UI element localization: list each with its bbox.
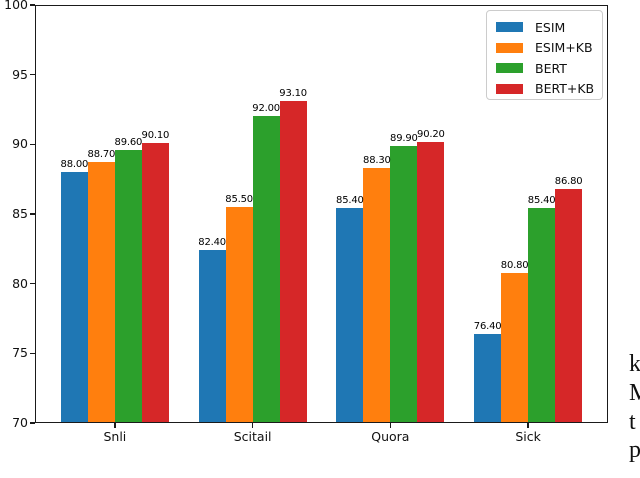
bar-BERT+KB-Sick bbox=[555, 188, 583, 423]
bar-value-label: 80.80 bbox=[500, 259, 529, 271]
bar-ESIM+KB-Sick bbox=[501, 272, 529, 423]
bar-ESIM-Quora bbox=[336, 208, 364, 423]
x-tick-label: Scitail bbox=[233, 429, 272, 444]
legend-swatch bbox=[496, 63, 523, 74]
bar-ESIM-Scitail bbox=[198, 250, 226, 423]
y-tick-label: 85 bbox=[12, 206, 28, 221]
bar-value-label: 88.30 bbox=[363, 155, 391, 167]
bar-ESIM+KB-Quora bbox=[363, 168, 391, 423]
bar-value-label: 89.90 bbox=[390, 132, 418, 144]
y-tick-mark bbox=[30, 213, 35, 215]
x-tick-label: Snli bbox=[103, 429, 127, 444]
bar-BERT-Scitail bbox=[252, 116, 280, 423]
y-tick-mark bbox=[30, 282, 35, 285]
legend-swatch bbox=[496, 42, 523, 53]
bar-BERT-Snli bbox=[114, 149, 142, 423]
bar-value-label: 89.60 bbox=[114, 136, 143, 148]
bar-value-label: 90.10 bbox=[141, 129, 170, 141]
y-tick-mark bbox=[30, 4, 35, 6]
x-tick-mark bbox=[114, 423, 116, 428]
bar-BERT+KB-Snli bbox=[141, 142, 169, 423]
bar-value-label: 86.80 bbox=[554, 175, 583, 187]
bar-BERT-Quora bbox=[390, 145, 418, 423]
y-tick-label: 70 bbox=[12, 415, 28, 430]
legend-swatch bbox=[496, 22, 523, 33]
cropped-text-line: k bbox=[629, 351, 640, 377]
x-tick-label: Sick bbox=[515, 429, 541, 444]
bar-ESIM+KB-Snli bbox=[87, 162, 115, 423]
legend-item-label: ESIM bbox=[535, 19, 566, 35]
x-tick-mark bbox=[251, 423, 254, 428]
y-tick-mark bbox=[30, 352, 35, 355]
cropped-text-line: p bbox=[629, 437, 640, 464]
bar-value-label: 85.50 bbox=[225, 194, 253, 206]
legend-item-label: BERT+KB bbox=[535, 81, 595, 97]
legend-item-label: ESIM+KB bbox=[535, 40, 593, 56]
bar-value-label: 85.40 bbox=[336, 195, 364, 207]
x-tick-mark bbox=[389, 423, 392, 428]
legend-swatch bbox=[496, 83, 523, 94]
y-tick-label: 95 bbox=[12, 66, 28, 82]
bar-BERT+KB-Quora bbox=[417, 141, 445, 423]
x-tick-label: Quora bbox=[371, 429, 410, 444]
bar-value-label: 82.40 bbox=[198, 237, 226, 249]
legend-item-label: BERT bbox=[535, 60, 567, 76]
bar-ESIM+KB-Scitail bbox=[225, 207, 253, 423]
bar-value-label: 88.70 bbox=[87, 149, 116, 161]
legend-item-BERT+KB: BERT+KB bbox=[496, 79, 602, 100]
legend-item-ESIM: ESIM bbox=[496, 17, 602, 38]
y-tick-label: 100 bbox=[4, 0, 28, 12]
bar-value-label: 90.20 bbox=[417, 128, 445, 140]
bar-ESIM-Snli bbox=[60, 172, 88, 423]
legend: ESIM ESIM+KB BERT BERT+KB bbox=[486, 10, 603, 100]
cropped-text-line: t bbox=[629, 408, 636, 435]
cropped-text-line: M bbox=[629, 379, 640, 406]
bar-ESIM-Sick bbox=[474, 333, 502, 423]
bar-value-label: 92.00 bbox=[252, 103, 280, 115]
y-tick-label: 80 bbox=[12, 275, 28, 291]
legend-item-BERT: BERT bbox=[496, 58, 602, 79]
bar-value-label: 93.10 bbox=[279, 88, 307, 100]
legend-item-ESIM+KB: ESIM+KB bbox=[496, 38, 602, 59]
y-tick-label: 75 bbox=[12, 345, 28, 361]
x-tick-mark bbox=[527, 423, 529, 428]
bar-value-label: 85.40 bbox=[527, 195, 556, 207]
bar-BERT+KB-Scitail bbox=[279, 101, 307, 423]
y-tick-mark bbox=[30, 73, 35, 76]
y-tick-label: 90 bbox=[12, 136, 28, 152]
bar-value-label: 76.40 bbox=[473, 320, 502, 332]
bar-value-label: 88.00 bbox=[60, 159, 89, 171]
y-tick-mark bbox=[30, 422, 35, 424]
bar-BERT-Sick bbox=[528, 208, 556, 423]
y-tick-mark bbox=[30, 143, 35, 146]
